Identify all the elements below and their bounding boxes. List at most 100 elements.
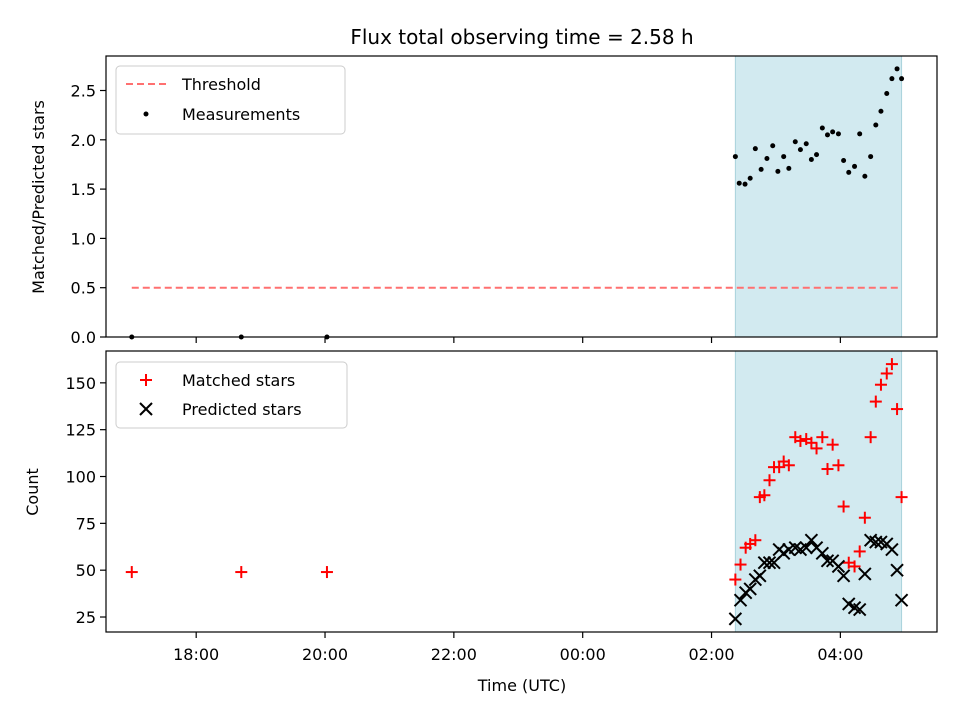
x-tick-label: 00:00 xyxy=(560,645,606,664)
predicted-star-point xyxy=(762,555,777,570)
measurement-point xyxy=(752,146,758,152)
measurement-point xyxy=(873,122,879,128)
predicted-star-point xyxy=(757,555,772,570)
matched-star-point xyxy=(763,474,776,487)
predicted-star-point xyxy=(869,535,883,549)
measurement-point xyxy=(884,90,890,96)
measurement-point xyxy=(814,152,820,158)
top-axes-frame xyxy=(105,55,938,338)
measurement-point xyxy=(797,147,803,153)
y-tick-label: 150 xyxy=(65,374,96,393)
matched-star-point xyxy=(816,431,829,444)
top-legend-box xyxy=(115,65,346,135)
matched-star-point xyxy=(749,534,762,547)
matched-star-point xyxy=(891,403,904,416)
x-tick-label: 02:00 xyxy=(688,645,734,664)
matched-star-point xyxy=(869,395,882,408)
matched-star-point xyxy=(235,566,248,579)
matched-star-point xyxy=(885,358,898,371)
x-tick-label: 22:00 xyxy=(431,645,477,664)
measurement-point xyxy=(889,76,895,82)
legend-threshold-label: Threshold xyxy=(181,75,261,94)
measurement-point xyxy=(736,180,742,186)
y-tick-label: 100 xyxy=(65,468,96,487)
top-y-ticks: 0.0 0.5 1.0 1.5 2.0 2.5 xyxy=(71,82,106,347)
bottom-legend-box xyxy=(115,361,348,429)
predicted-star-point xyxy=(799,540,813,555)
y-tick-label: 2.0 xyxy=(71,131,96,150)
x-tick-label: 18:00 xyxy=(173,645,219,664)
predicted-star-point xyxy=(728,612,743,626)
predicted-star-point xyxy=(894,593,909,607)
legend-predicted-swatch xyxy=(139,402,153,416)
predicted-star-point xyxy=(858,567,872,581)
legend-matched-swatch xyxy=(140,374,152,386)
matched-star-point xyxy=(805,436,818,449)
matched-star-point xyxy=(858,511,871,524)
matched-star-point xyxy=(832,459,845,472)
matched-star-point xyxy=(320,566,333,579)
y-tick-label: 0.5 xyxy=(71,279,96,298)
x-tick-label: 04:00 xyxy=(817,645,863,664)
measurement-point xyxy=(857,131,863,137)
measurement-point xyxy=(747,175,753,181)
x-axis-label: Time (UTC) xyxy=(477,676,566,695)
measurement-point xyxy=(852,163,858,169)
matched-star-point xyxy=(864,431,877,444)
measurement-point xyxy=(846,169,852,175)
matched-star-point xyxy=(837,500,850,513)
matched-star-point xyxy=(734,558,747,571)
matched-star-point xyxy=(758,489,771,502)
measurement-point xyxy=(781,154,787,160)
measurement-point xyxy=(841,158,847,164)
observing-window-shade xyxy=(734,55,903,338)
predicted-star-point xyxy=(885,542,899,557)
x-tick-label: 20:00 xyxy=(302,645,348,664)
predicted-star-point xyxy=(820,554,835,568)
top-y-axis-label: Matched/Predicted stars xyxy=(29,100,48,294)
measurement-point xyxy=(819,125,825,131)
chart-title: Flux total observing time = 2.58 h xyxy=(350,25,693,49)
measurement-point xyxy=(770,143,776,149)
count-panel: 25 50 75 100 125 150 18:00 20:00 22:00 00:00 02:0… xyxy=(23,350,938,695)
matched-star-point xyxy=(826,438,839,451)
matched-star-point xyxy=(874,378,887,391)
matched-star-point xyxy=(794,434,807,447)
matched-star-point xyxy=(125,566,138,579)
measurement-point xyxy=(742,181,748,187)
bottom-x-ticks: 18:00 20:00 22:00 00:00 02:00 04:00 xyxy=(173,632,863,664)
measurement-point xyxy=(758,166,764,172)
measurement-point xyxy=(803,141,809,147)
top-legend: Threshold Measurements xyxy=(115,65,346,135)
y-tick-label: 1.5 xyxy=(71,180,96,199)
predicted-star-point xyxy=(836,569,851,583)
measurement-point xyxy=(808,157,814,163)
matched-star-point xyxy=(853,545,866,558)
bottom-legend: Matched stars Predicted stars xyxy=(115,361,348,429)
measurement-point xyxy=(786,165,792,171)
measurement-point xyxy=(868,154,874,160)
predicted-stars-points xyxy=(728,533,909,626)
measurement-point xyxy=(830,129,836,135)
measurement-point xyxy=(764,156,770,162)
predicted-star-point xyxy=(842,597,856,611)
ratio-panel: 0.0 0.5 1.0 1.5 2.0 2.5 Matched/Predicted sta… xyxy=(29,55,938,347)
y-tick-label: 2.5 xyxy=(71,82,96,101)
predicted-star-point xyxy=(743,582,757,596)
legend-measurements-label: Measurements xyxy=(182,105,300,124)
predicted-star-point xyxy=(831,559,846,574)
matched-star-point xyxy=(821,463,834,476)
matched-star-point xyxy=(848,560,861,573)
matched-star-point xyxy=(810,442,823,455)
matched-star-point xyxy=(895,491,908,504)
y-tick-label: 125 xyxy=(65,421,96,440)
measurement-point xyxy=(775,168,781,174)
measurement-point xyxy=(894,66,900,72)
y-tick-label: 25 xyxy=(76,608,96,627)
y-tick-label: 50 xyxy=(76,561,96,580)
predicted-star-point xyxy=(733,593,748,607)
measurement-point xyxy=(862,173,868,179)
y-tick-label: 1.0 xyxy=(71,229,96,248)
legend-matched-label: Matched stars xyxy=(182,371,295,390)
